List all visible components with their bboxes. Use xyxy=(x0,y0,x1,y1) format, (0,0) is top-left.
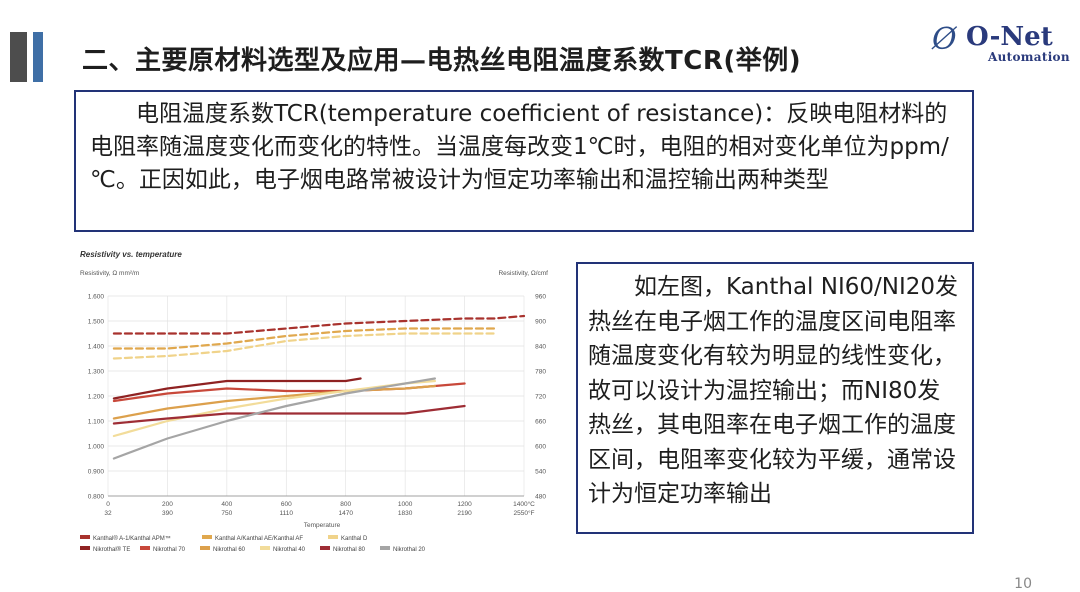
x-tick-label-f: 2190 xyxy=(457,510,472,517)
x-tick-label-c: 400 xyxy=(221,501,232,508)
y-tick-label: 1.000 xyxy=(88,444,105,451)
definition-text: 电阻温度系数TCR(temperature coefficient of res… xyxy=(90,101,949,193)
series-line xyxy=(112,332,496,360)
description-text: 如左图，Kanthal NI60/NI20发热丝在电子烟工作的温度区间电阻率随温… xyxy=(588,274,958,507)
chart-series xyxy=(112,314,526,460)
y-tick-label: 0.800 xyxy=(88,494,105,501)
legend-swatch xyxy=(260,546,270,550)
chart-axes: 0.800 480 0.900 540 1.000 600 1.100 660 1.200 720… xyxy=(88,294,547,518)
chart-title: Resistivity vs. temperature xyxy=(80,250,182,259)
x-tick-label-c: 200 xyxy=(162,501,173,508)
legend-label: Kanthal A/Kanthal AE/Kanthal AF xyxy=(215,536,303,542)
series-line xyxy=(112,404,466,425)
y2-axis-label: Resistivity, Ω/cmf xyxy=(498,270,548,277)
legend-swatch xyxy=(320,546,330,550)
x-tick-label-f: 32 xyxy=(104,510,112,517)
x-tick-label-f: 750 xyxy=(221,510,232,517)
x-tick-label-f: 2550°F xyxy=(513,509,534,517)
x-tick-label-f: 1830 xyxy=(398,510,413,517)
y2-tick-label: 720 xyxy=(535,394,546,401)
legend-label: Nikrothal 40 xyxy=(273,547,306,553)
company-logo: Ø O-Net Automation xyxy=(932,20,1074,70)
series-line xyxy=(112,327,496,350)
legend-label: Nikrothal® TE xyxy=(93,546,130,553)
x-tick-label-f: 1470 xyxy=(338,510,353,517)
y2-tick-label: 900 xyxy=(535,319,546,326)
page-title: 二、主要原材料选型及应用—电热丝电阻温度系数TCR(举例) xyxy=(82,46,802,76)
legend-swatch xyxy=(202,535,212,539)
x-tick-label-c: 600 xyxy=(281,501,292,508)
y-tick-label: 1.200 xyxy=(88,394,105,401)
page-number: 10 xyxy=(1014,576,1032,592)
legend-swatch xyxy=(80,535,90,539)
y2-tick-label: 840 xyxy=(535,344,546,351)
y2-tick-label: 540 xyxy=(535,469,546,476)
legend-label: Nikrothal 20 xyxy=(393,547,426,553)
definition-box: 电阻温度系数TCR(temperature coefficient of res… xyxy=(74,90,974,232)
description-box: 如左图，Kanthal NI60/NI20发热丝在电子烟工作的温度区间电阻率随温… xyxy=(576,262,974,534)
y-tick-label: 1.100 xyxy=(88,419,105,426)
legend-label: Kanthal® A-1/Kanthal APM™ xyxy=(93,535,171,542)
legend-swatch xyxy=(328,535,338,539)
legend-label: Nikrothal 80 xyxy=(333,547,366,553)
series-line xyxy=(112,377,362,400)
y-tick-label: 1.500 xyxy=(88,319,105,326)
y2-tick-label: 780 xyxy=(535,369,546,376)
y-axis-label: Resistivity, Ω mm²/m xyxy=(80,270,139,277)
x-tick-label-c: 1400°C xyxy=(513,500,535,508)
logo-subtitle: Automation xyxy=(988,50,1070,64)
series-line xyxy=(112,314,526,335)
legend-swatch xyxy=(380,546,390,550)
y-tick-label: 1.400 xyxy=(88,344,105,351)
series-line xyxy=(112,384,436,420)
legend-swatch xyxy=(140,546,150,550)
legend-swatch xyxy=(80,546,90,550)
x-tick-label-c: 800 xyxy=(340,501,351,508)
y-tick-label: 0.900 xyxy=(88,469,105,476)
x-axis-label: Temperature xyxy=(304,522,341,529)
resistivity-chart: Resistivity vs. temperature Resistivity,… xyxy=(80,250,548,553)
legend-label: Nikrothal 70 xyxy=(153,547,186,553)
legend-swatch xyxy=(200,546,210,550)
y2-tick-label: 960 xyxy=(535,294,546,301)
x-tick-label-f: 1110 xyxy=(280,510,294,517)
x-tick-label-c: 0 xyxy=(106,501,110,508)
x-tick-label-c: 1200 xyxy=(457,501,472,508)
y-tick-label: 1.300 xyxy=(88,369,105,376)
y2-tick-label: 600 xyxy=(535,444,546,451)
x-tick-label-f: 390 xyxy=(162,510,173,517)
legend-label: Nikrothal 60 xyxy=(213,547,246,553)
y-tick-label: 1.600 xyxy=(88,294,105,301)
x-tick-label-c: 1000 xyxy=(398,501,413,508)
logo-mark: Ø xyxy=(932,22,957,57)
title-accent-blue xyxy=(33,32,43,82)
title-accent-dark xyxy=(10,32,27,82)
series-line xyxy=(112,377,436,460)
legend-label: Kanthal D xyxy=(341,536,368,542)
logo-name: O-Net xyxy=(966,22,1053,52)
y2-tick-label: 480 xyxy=(535,494,546,501)
y2-tick-label: 660 xyxy=(535,419,546,426)
chart-legend: Kanthal® A-1/Kanthal APM™ Kanthal A/Kanth… xyxy=(80,535,426,553)
